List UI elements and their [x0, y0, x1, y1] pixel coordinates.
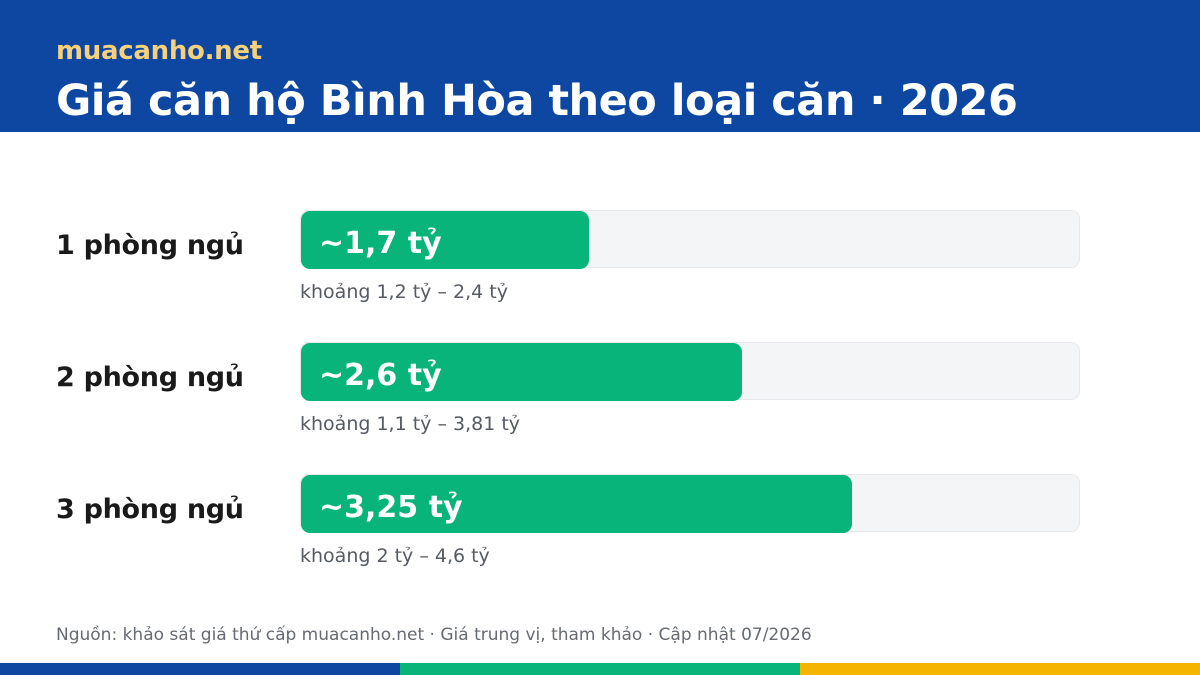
range-label: khoảng 1,2 tỷ – 2,4 tỷ — [300, 281, 508, 303]
source-note: Nguồn: khảo sát giá thứ cấp muacanho.net… — [56, 625, 812, 645]
value-label: ~2,6 tỷ — [319, 358, 442, 393]
footer-stripe-green — [400, 663, 800, 675]
brand-name: muacanho.net — [56, 36, 262, 66]
footer-stripe-yellow — [800, 663, 1200, 675]
value-label: ~1,7 tỷ — [319, 226, 442, 261]
header-banner: muacanho.net Giá căn hộ Bình Hòa theo lo… — [0, 0, 1200, 132]
bar-track: ~2,6 tỷ — [300, 342, 1080, 401]
category-label: 2 phòng ngủ — [56, 362, 244, 393]
bar-track: ~3,25 tỷ — [300, 474, 1080, 533]
range-label: khoảng 1,1 tỷ – 3,81 tỷ — [300, 413, 521, 435]
bar: ~1,7 tỷ — [301, 211, 589, 269]
chart-title: Giá căn hộ Bình Hòa theo loại căn · 2026 — [56, 76, 1018, 126]
bar: ~3,25 tỷ — [301, 475, 852, 533]
value-label: ~3,25 tỷ — [319, 490, 463, 525]
range-label: khoảng 2 tỷ – 4,6 tỷ — [300, 545, 490, 567]
bar: ~2,6 tỷ — [301, 343, 742, 401]
category-label: 1 phòng ngủ — [56, 230, 244, 261]
bar-track: ~1,7 tỷ — [300, 210, 1080, 269]
footer-stripe-blue — [0, 663, 400, 675]
category-label: 3 phòng ngủ — [56, 494, 244, 525]
